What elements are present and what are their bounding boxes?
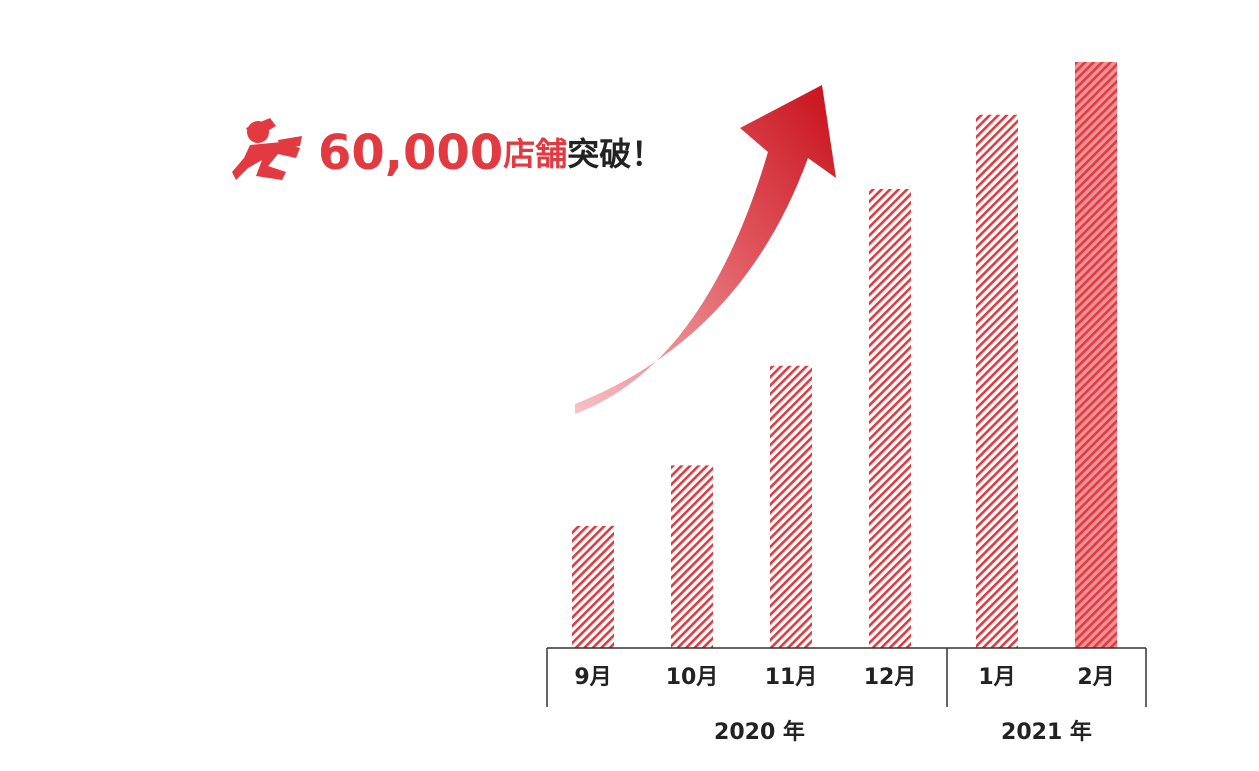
logo	[232, 118, 302, 180]
bar	[572, 525, 614, 648]
x-tick-label: 11月	[765, 665, 818, 690]
headline: 60,000店舗突破！	[318, 125, 663, 181]
growth-arrow	[575, 85, 836, 414]
x-tick-label: 2月	[1077, 665, 1114, 690]
headline-suffix: 突破！	[567, 135, 663, 173]
x-tick-label: 12月	[864, 665, 917, 690]
bar	[869, 188, 911, 648]
group-label: 2020 年	[714, 719, 805, 745]
bar	[671, 465, 713, 648]
group-label: 2021 年	[1001, 719, 1092, 745]
x-tick-label: 9月	[574, 665, 611, 690]
bar	[976, 114, 1018, 649]
x-tick-label: 10月	[666, 665, 719, 690]
bar	[770, 365, 812, 648]
headline-number: 60,000	[318, 125, 503, 181]
bar	[1075, 62, 1117, 648]
x-tick-label: 1月	[978, 665, 1015, 690]
headline-unit: 店舗	[503, 135, 567, 173]
